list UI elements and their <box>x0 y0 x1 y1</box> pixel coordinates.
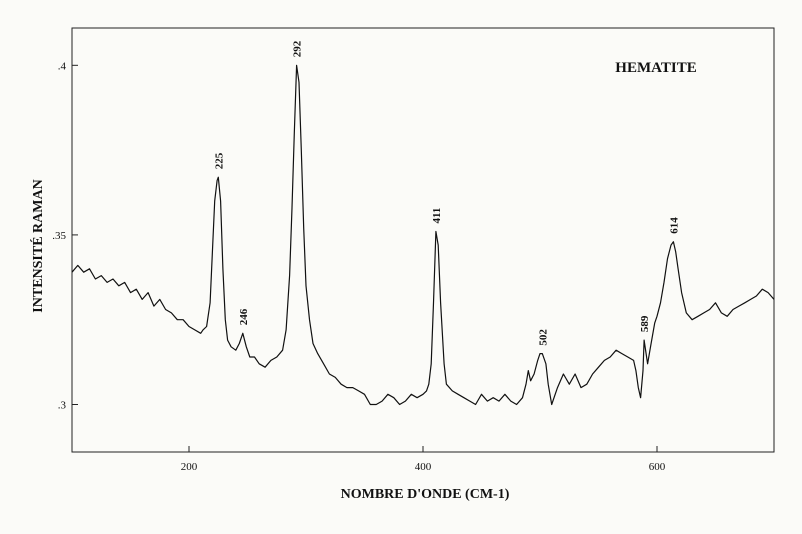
y-axis-title: INTENSITÉ RAMAN <box>29 179 46 312</box>
chart-title: HEMATITE <box>615 60 696 76</box>
x-tick-label: 400 <box>415 461 432 473</box>
peak-labels: 225 246 292 411 502 589 614 <box>213 40 680 345</box>
peak-label: 225 <box>213 152 225 169</box>
axis-ticks: 200 400 600 .3 .35 .4 <box>52 60 666 473</box>
peak-label: 411 <box>431 208 443 224</box>
peak-label: 614 <box>668 217 680 234</box>
peak-label: 502 <box>537 329 549 346</box>
y-tick-label: .3 <box>58 400 67 412</box>
x-axis-title: NOMBRE D'ONDE (CM-1) <box>341 487 510 502</box>
peak-label: 246 <box>238 308 250 325</box>
y-tick-label: .4 <box>58 60 67 72</box>
x-tick-label: 200 <box>181 461 198 473</box>
peak-label: 292 <box>292 40 304 57</box>
x-tick-label: 600 <box>649 461 666 473</box>
spectrum-line <box>71 64 775 406</box>
y-tick-label: .35 <box>52 230 66 242</box>
peak-label: 589 <box>639 315 651 332</box>
plot-frame <box>71 27 775 453</box>
